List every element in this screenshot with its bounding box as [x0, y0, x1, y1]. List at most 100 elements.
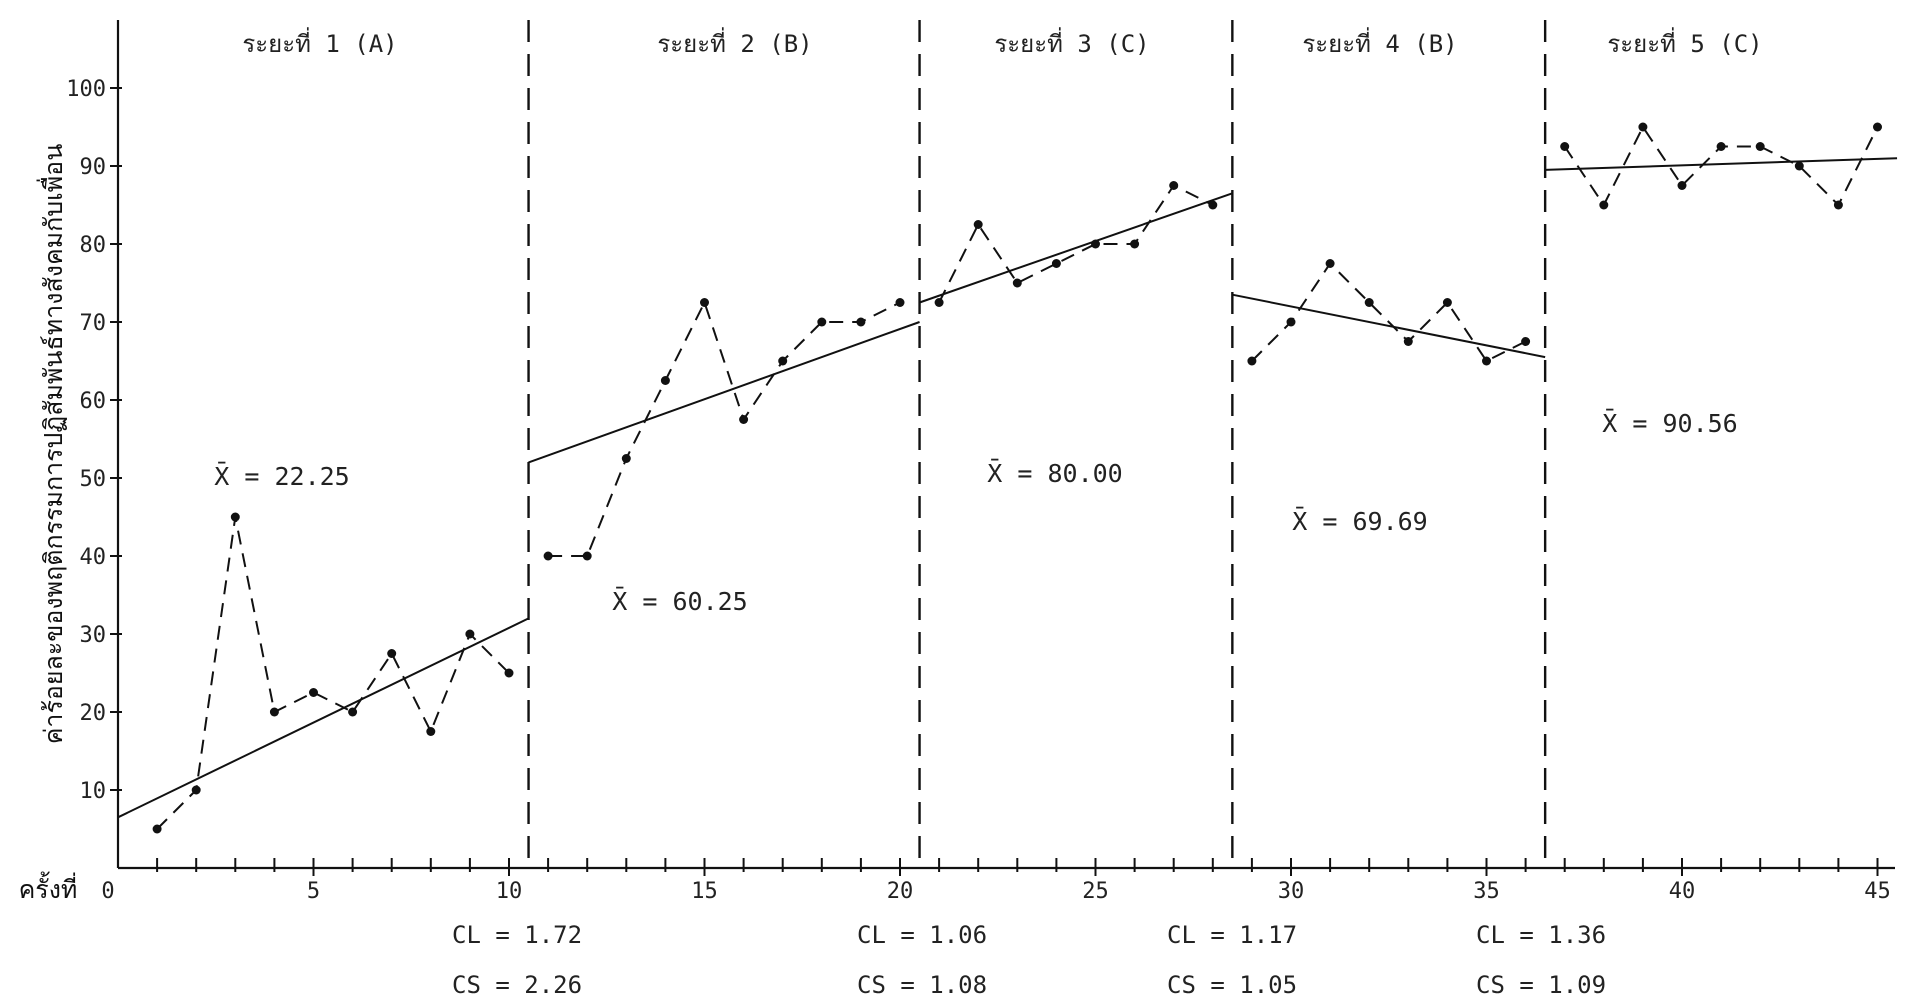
phase-2-label: ระยะที่ 2 (B): [657, 27, 812, 58]
cs-value: CS = 2.26: [452, 971, 582, 999]
y-tick-label: 20: [80, 701, 107, 726]
data-point: [973, 220, 983, 229]
y-tick-label: 80: [80, 233, 107, 258]
data-point: [1364, 298, 1374, 307]
data-point: [269, 707, 279, 717]
phase-4-mean-label: X̄ = 69.69: [1292, 506, 1427, 536]
phase-1-trend-line: [117, 617, 529, 819]
data-point: [191, 785, 201, 795]
data-point: [895, 298, 905, 307]
phase-3-mean-label: X̄ = 80.00: [987, 458, 1122, 488]
data-point: [1130, 239, 1140, 249]
cl-value: CL = 1.36: [1476, 921, 1606, 949]
data-point: [309, 688, 318, 697]
cs-value: CS = 1.08: [857, 971, 987, 999]
data-point: [1012, 278, 1022, 288]
phase-5-label: ระยะที่ 5 (C): [1607, 27, 1762, 58]
cl-value: CL = 1.72: [452, 921, 582, 949]
cs-value: CS = 1.09: [1476, 971, 1606, 999]
data-point: [1208, 200, 1218, 210]
data-point: [1560, 142, 1570, 151]
data-point: [1442, 298, 1452, 307]
x-tick-label: 35: [1473, 879, 1500, 904]
phase-1-data-line: [156, 516, 510, 830]
data-point: [621, 454, 631, 463]
phase-2-trend-line: [528, 321, 920, 464]
y-axis-title: ค่าร้อยละของพฤติกรรมการปฏิสัมพันธ์ทางสัง…: [36, 144, 68, 745]
data-point: [1755, 142, 1765, 151]
data-point: [660, 376, 670, 385]
data-point: [1247, 356, 1257, 366]
data-point: [700, 298, 709, 307]
data-point: [465, 629, 475, 639]
y-tick-label: 40: [80, 545, 107, 570]
phase-dividers: [527, 20, 1547, 868]
phase-3-data-line: [938, 184, 1214, 303]
phase-2-data-line: [548, 299, 901, 557]
y-tick-label: 70: [80, 311, 107, 336]
data-point: [1325, 259, 1335, 268]
data-point: [152, 824, 162, 834]
tick-marks: [110, 87, 1879, 876]
phase-5-mean-label: X̄ = 90.56: [1602, 408, 1737, 438]
cl-value: CL = 1.17: [1167, 921, 1297, 949]
phase-5-trend-line: [1545, 157, 1898, 171]
x-tick-label: 20: [887, 879, 914, 904]
data-point: [1051, 259, 1061, 268]
data-point: [1403, 337, 1413, 346]
axes: [116, 20, 1895, 870]
y-tick-label: 10: [80, 779, 107, 804]
data-point: [1716, 142, 1726, 151]
x-tick-label: 30: [1278, 879, 1305, 904]
y-tick-label: 50: [80, 467, 107, 492]
x-tick-label: 5: [307, 879, 320, 904]
phase-4-trend-line: [1232, 293, 1546, 359]
data-point: [543, 551, 553, 561]
data-point: [582, 551, 592, 561]
cl-value: CL = 1.06: [857, 921, 987, 949]
phase-1-label: ระยะที่ 1 (A): [242, 27, 397, 58]
x-tick-label: 10: [496, 879, 523, 904]
phase-1-mean-label: X̄ = 22.25: [214, 461, 349, 491]
y-tick-label: 30: [80, 623, 107, 648]
phase-3-label: ระยะที่ 3 (C): [994, 27, 1149, 58]
data-point: [1599, 200, 1609, 210]
data-point: [1873, 122, 1882, 132]
data-point: [1169, 181, 1179, 190]
data-point: [1794, 161, 1804, 171]
annotations: ระยะที่ 1 (A) X̄ = 22.25 ระยะที่ 2 (B) X̄ =…: [214, 27, 1762, 999]
data-point: [1833, 200, 1843, 210]
data-point: [1482, 356, 1491, 366]
data-point: [1638, 122, 1648, 132]
data-point: [739, 415, 749, 424]
x-tick-label: 25: [1082, 879, 1109, 904]
data-point: [1521, 337, 1531, 346]
phase-4-label: ระยะที่ 4 (B): [1302, 27, 1457, 58]
trend-lines: [117, 157, 1898, 819]
y-tick-label: 60: [80, 389, 107, 414]
phase-5-data-line: [1563, 125, 1879, 207]
phase-3-trend-line: [919, 192, 1233, 304]
y-tick-label: 90: [80, 155, 107, 180]
x-tick-label: 40: [1669, 879, 1696, 904]
data-series: [152, 122, 1882, 834]
data-point: [230, 512, 240, 522]
phase-4-data-line: [1251, 261, 1527, 363]
tick-labels: 10 20 30 40 50 60 70 80 90 100 0 5 10 15 20 25 30 35 40 45: [66, 77, 1891, 904]
x-tick-label: 15: [691, 879, 718, 904]
data-point: [1091, 239, 1100, 249]
data-point: [778, 356, 788, 366]
data-point: [426, 727, 436, 736]
data-point: [1677, 181, 1687, 190]
data-point: [504, 668, 514, 678]
x-tick-label: 0: [101, 879, 114, 904]
data-point: [348, 707, 358, 717]
x-axis-title: ครั้งที่: [19, 871, 78, 904]
y-tick-label: 100: [66, 77, 106, 102]
phase-2-mean-label: X̄ = 60.25: [612, 586, 747, 616]
data-point: [934, 298, 944, 307]
data-point: [856, 317, 866, 327]
data-point: [1286, 317, 1296, 327]
data-point: [387, 649, 397, 658]
